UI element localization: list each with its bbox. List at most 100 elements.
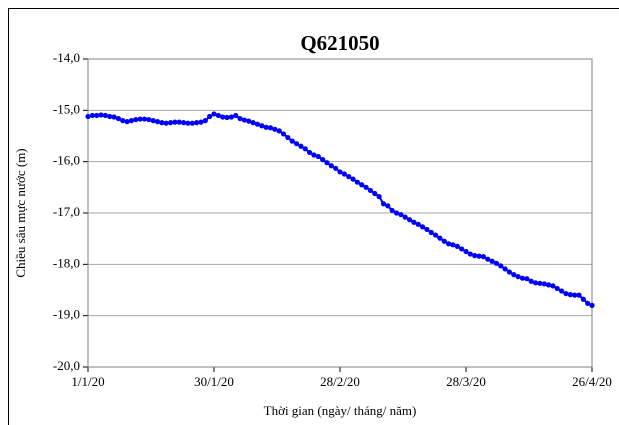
data-point — [293, 141, 300, 147]
data-point — [172, 119, 178, 125]
data-point — [194, 120, 200, 126]
data-point — [480, 254, 486, 260]
data-point — [589, 302, 595, 308]
data-point — [454, 243, 460, 249]
data-point — [198, 119, 204, 125]
data-point — [472, 253, 478, 259]
data-point — [567, 292, 573, 298]
data-point — [393, 210, 400, 216]
data-point — [493, 260, 500, 266]
data-point — [576, 292, 582, 298]
data-point — [585, 300, 591, 306]
data-point — [250, 120, 256, 126]
data-point — [215, 112, 221, 119]
data-point — [519, 275, 526, 281]
data-point — [380, 201, 387, 207]
x-tick-label: 26/4/20 — [572, 374, 612, 389]
data-point — [276, 128, 282, 134]
y-tick-label: -18,0 — [53, 255, 80, 270]
data-point — [137, 116, 143, 122]
y-tick-label: -19,0 — [53, 307, 80, 322]
y-tick-label: -14,0 — [53, 50, 80, 65]
data-point — [432, 232, 439, 238]
data-point — [324, 160, 330, 166]
data-point — [163, 120, 169, 126]
data-point — [159, 120, 165, 126]
data-point — [537, 280, 543, 286]
data-point — [511, 272, 517, 278]
data-point — [233, 112, 239, 119]
data-point — [328, 163, 334, 169]
data-point — [424, 226, 430, 233]
data-point — [154, 119, 161, 125]
data-point — [220, 114, 226, 120]
data-point — [532, 280, 539, 286]
data-point — [315, 153, 321, 160]
data-point — [246, 118, 252, 124]
data-point — [202, 118, 208, 124]
chart-title: Q621050 — [300, 31, 379, 55]
data-point — [185, 120, 191, 126]
data-point — [363, 184, 369, 190]
data-point — [419, 224, 426, 230]
x-tick-label: 28/3/20 — [446, 374, 486, 389]
data-point — [498, 263, 504, 269]
y-tick-label: -15,0 — [53, 101, 80, 116]
data-point — [515, 274, 521, 280]
data-point — [285, 134, 291, 141]
data-point — [446, 241, 452, 247]
data-point — [459, 246, 465, 252]
data-point — [554, 285, 560, 292]
data-point — [124, 119, 130, 125]
data-point — [524, 276, 530, 282]
data-point — [211, 111, 217, 117]
data-point — [485, 256, 491, 262]
data-point — [111, 114, 117, 120]
chart-frame — [8, 8, 619, 425]
x-tick-label: 1/1/20 — [71, 374, 104, 389]
x-tick-label: 28/2/20 — [320, 374, 360, 389]
data-point — [259, 123, 265, 129]
y-tick-label: -16,0 — [53, 153, 80, 168]
data-point — [372, 190, 378, 197]
data-point — [385, 203, 391, 209]
data-point — [398, 211, 404, 218]
data-point — [298, 143, 304, 149]
data-point — [346, 173, 352, 180]
x-tick-label: 30/1/20 — [194, 374, 234, 389]
data-point — [541, 281, 547, 287]
data-point — [224, 114, 230, 121]
data-point — [263, 124, 269, 130]
data-point — [441, 238, 447, 244]
plot-area — [87, 58, 593, 368]
data-point — [141, 116, 148, 122]
data-point — [228, 114, 234, 120]
data-point — [572, 292, 578, 298]
data-point — [367, 187, 374, 194]
data-point — [133, 116, 139, 123]
data-point — [337, 169, 343, 175]
data-point — [102, 112, 108, 119]
data-point — [558, 288, 565, 294]
data-point — [502, 266, 508, 272]
data-point — [333, 165, 339, 171]
y-tick-label: -17,0 — [53, 204, 80, 219]
data-point — [176, 119, 182, 125]
data-point — [280, 131, 287, 137]
y-axis-label: Chiều sâu mực nước (m) — [13, 148, 28, 277]
data-point — [241, 117, 248, 123]
data-point — [115, 115, 122, 122]
data-point — [237, 115, 243, 122]
data-point — [254, 121, 261, 127]
data-point — [128, 118, 135, 124]
data-point — [272, 126, 278, 132]
data-point — [98, 112, 104, 118]
data-point — [476, 253, 482, 259]
data-point — [545, 282, 552, 288]
data-point — [150, 118, 156, 124]
data-point — [180, 120, 187, 126]
data-point — [207, 113, 213, 120]
data-point — [376, 193, 382, 200]
data-point — [411, 219, 417, 225]
